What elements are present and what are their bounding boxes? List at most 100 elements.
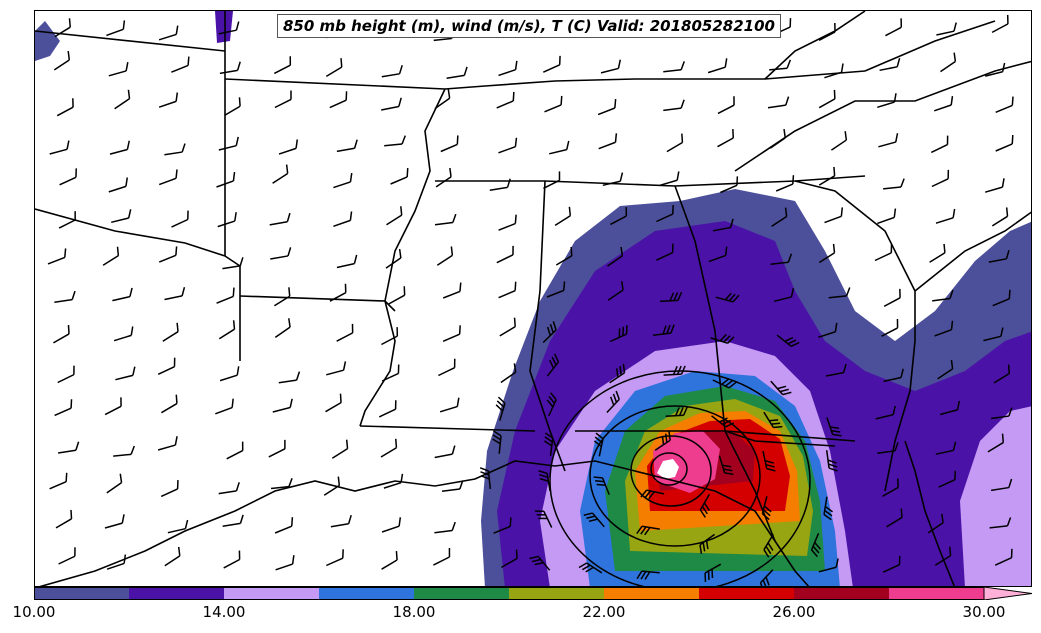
wind-barb: [937, 359, 954, 380]
coastline: [904, 440, 956, 586]
wind-barb: [274, 517, 294, 534]
wind-barb: [49, 472, 68, 490]
wind-barb: [659, 291, 683, 303]
wind-barb: [381, 65, 403, 78]
wind-barb: [940, 52, 957, 73]
wind-barb: [555, 246, 573, 266]
wind-barb: [434, 213, 457, 226]
wind-barb: [825, 363, 847, 377]
wind-barb: [818, 22, 836, 41]
wind-barb: [224, 97, 241, 117]
wind-barb: [381, 97, 402, 111]
wind-barb: [433, 548, 451, 566]
wind-barb: [436, 246, 454, 266]
wind-barb: [493, 517, 512, 534]
wind-barb: [707, 58, 728, 74]
wind-barb: [102, 246, 120, 266]
wind-barb: [496, 91, 515, 109]
wind-barb: [578, 562, 603, 574]
wind-barb: [390, 168, 409, 185]
wind-barb: [874, 243, 893, 262]
wind-barb: [164, 546, 181, 567]
wind-barb: [113, 445, 136, 457]
wind-barb: [940, 400, 961, 416]
wind-barb: [222, 257, 244, 270]
wind-barb: [610, 207, 628, 226]
wind-barb: [47, 248, 67, 265]
wind-barb: [479, 467, 492, 489]
colorbar-tick-label: 30.00: [962, 603, 1006, 621]
wind-barb: [325, 58, 343, 78]
wind-barb: [875, 405, 896, 420]
wind-barb: [828, 287, 851, 299]
colorbar-cell: [794, 587, 890, 600]
wind-barb: [718, 455, 734, 476]
wind-barb: [546, 392, 557, 417]
wind-barb: [878, 133, 899, 148]
boundary-line: [674, 185, 726, 432]
wind-barb: [495, 396, 506, 421]
state-line-ga-fl: [724, 430, 836, 447]
wind-barb: [763, 411, 783, 429]
wind-barb: [380, 438, 398, 458]
temp-band-10-nw: [35, 21, 60, 61]
height-contour: [650, 452, 688, 486]
wind-barb: [278, 139, 299, 155]
wind-barb: [636, 525, 660, 536]
wind-barb: [115, 366, 136, 381]
temperature-colorbar: [34, 587, 1032, 600]
wind-barb: [529, 555, 551, 571]
wind-barb: [218, 482, 240, 495]
wind-barb: [882, 478, 899, 497]
wind-barb: [226, 441, 244, 460]
coastline: [39, 460, 810, 586]
wind-barb: [55, 509, 73, 529]
wind-barb: [104, 397, 122, 416]
wind-barb: [164, 287, 186, 301]
wind-barb: [767, 96, 790, 109]
wind-barb: [883, 368, 904, 383]
wind-barb: [717, 129, 734, 148]
wind-barb: [325, 393, 342, 413]
wind-barb: [546, 353, 560, 377]
wind-barb: [818, 558, 839, 573]
wind-barb: [268, 439, 286, 458]
wind-barb: [636, 570, 660, 580]
wind-barb: [218, 136, 239, 151]
wind-barb: [113, 326, 134, 342]
wind-barb: [378, 400, 397, 418]
wind-barb: [323, 476, 341, 496]
wind-barb: [59, 168, 77, 186]
wind-barb: [776, 334, 800, 347]
wind-barb: [933, 96, 954, 112]
wind-barb: [381, 364, 400, 382]
wind-barb: [597, 99, 617, 116]
wind-barb: [157, 436, 178, 451]
map-title: 850 mb height (m), wind (m/s), T (C) Val…: [277, 14, 781, 38]
wind-barb: [771, 207, 788, 228]
wind-barb: [593, 432, 604, 457]
wind-barb: [988, 250, 1010, 263]
wind-barb: [712, 378, 737, 389]
wind-barb: [441, 480, 464, 493]
boundary-line: [435, 175, 866, 187]
wind-barb: [269, 212, 291, 226]
colorbar-cell: [34, 587, 130, 600]
wind-barb: [218, 320, 236, 340]
wind-barb: [58, 547, 76, 565]
boundary-line: [794, 180, 916, 492]
colorbar-over-arrow: [983, 587, 1032, 600]
wind-barb: [270, 478, 293, 490]
wind-barb: [602, 172, 624, 187]
boundary-line: [359, 425, 536, 432]
wind-barb: [440, 135, 459, 153]
wind-barb: [336, 323, 354, 342]
wind-barb: [609, 325, 628, 343]
wind-barb: [325, 549, 344, 567]
colorbar-cell: [699, 587, 795, 600]
wind-barb: [542, 321, 557, 344]
boundary-line: [764, 11, 866, 80]
wind-barb: [711, 415, 735, 428]
wind-barb: [983, 327, 1004, 342]
wind-barb: [274, 90, 292, 109]
